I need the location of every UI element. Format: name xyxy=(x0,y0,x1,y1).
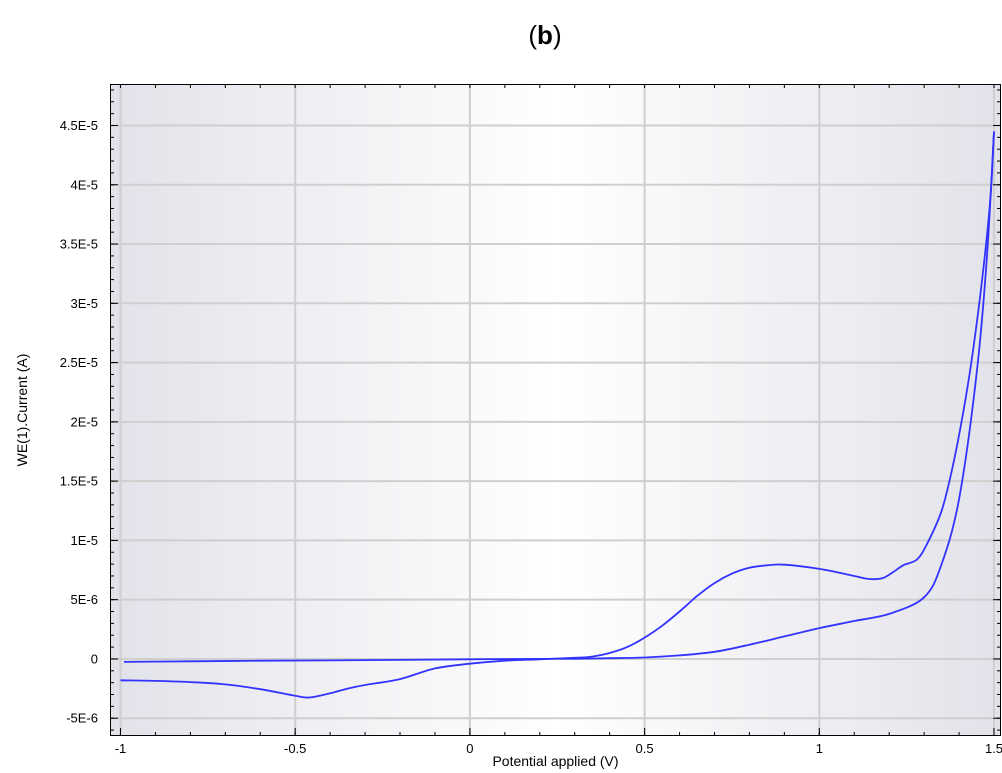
x-tick-label: 1 xyxy=(816,741,823,756)
panel-label-close: ) xyxy=(552,20,562,50)
grid xyxy=(110,84,1001,736)
y-tick-label: -5E-6 xyxy=(66,711,98,726)
panel-label: (b) xyxy=(0,20,1002,51)
x-tick-label: 1.5 xyxy=(985,741,1002,756)
y-tick-label: 1.5E-5 xyxy=(60,474,98,489)
panel-label-letter: b xyxy=(537,20,553,50)
y-tick-label: 5E-6 xyxy=(71,592,98,607)
ticks xyxy=(110,84,1001,736)
y-tick-label: 1E-5 xyxy=(71,533,98,548)
tick-labels: -1 -0.5 0 0.5 1 1.5 -5E-6 0 5E-6 1E-5 1.5E-5 2E-5 2.… xyxy=(60,118,1002,756)
x-tick-label: 0.5 xyxy=(636,741,654,756)
x-axis-title: Potential applied (V) xyxy=(492,753,618,769)
x-tick-label: 0 xyxy=(466,741,473,756)
series-forward-scan-line xyxy=(123,131,995,663)
series-reverse-scan-line xyxy=(120,131,995,699)
plot-area xyxy=(110,84,1001,736)
x-tick-label: -1 xyxy=(115,741,127,756)
panel-label-open: ( xyxy=(528,20,538,50)
x-tick-label: -0.5 xyxy=(284,741,306,756)
y-tick-label: 2E-5 xyxy=(71,414,98,429)
y-tick-label: 3E-5 xyxy=(71,296,98,311)
y-axis-title: WE(1).Current (A) xyxy=(14,354,30,467)
y-tick-label: 3.5E-5 xyxy=(60,237,98,252)
y-tick-label: 4E-5 xyxy=(71,177,98,192)
y-tick-label: 4.5E-5 xyxy=(60,118,98,133)
y-tick-label: 2.5E-5 xyxy=(60,355,98,370)
y-tick-label: 0 xyxy=(91,651,98,666)
curves xyxy=(120,131,995,699)
